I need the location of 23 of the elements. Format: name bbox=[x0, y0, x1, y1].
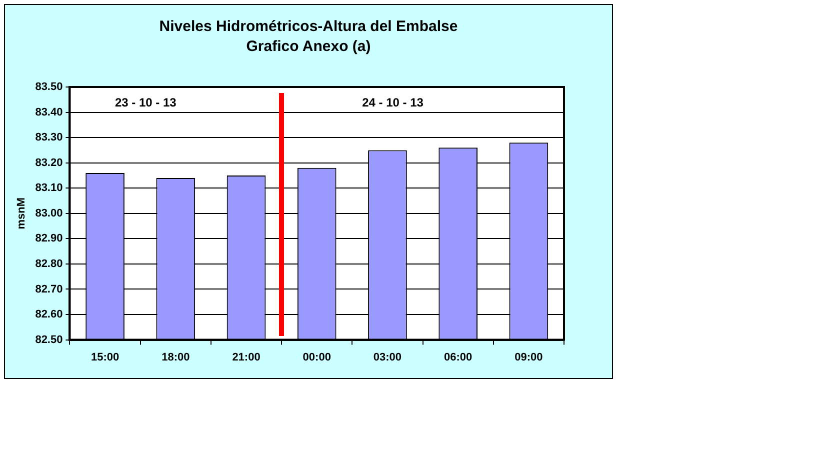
y-tick-label: 83.30 bbox=[35, 132, 63, 144]
y-tick-label: 83.00 bbox=[35, 207, 63, 220]
x-tick-label: 18:00 bbox=[162, 351, 190, 364]
y-tick-label: 83.50 bbox=[35, 81, 63, 94]
x-tick-label: 00:00 bbox=[302, 351, 331, 364]
y-tick-label: 82.90 bbox=[35, 232, 63, 245]
y-tick-label: 83.10 bbox=[35, 182, 63, 194]
y-tick-label: 83.20 bbox=[35, 156, 63, 169]
y-tick-label: 83.40 bbox=[35, 106, 63, 118]
y-tick-label: 82.80 bbox=[35, 258, 63, 270]
x-tick-label: 21:00 bbox=[232, 351, 260, 364]
x-tick-label: 03:00 bbox=[373, 351, 402, 364]
y-axis-title: msnM bbox=[16, 198, 28, 230]
y-tick-label: 82.60 bbox=[35, 308, 63, 321]
x-tick-label: 09:00 bbox=[514, 351, 543, 364]
y-tick-label: 82.70 bbox=[35, 283, 63, 296]
annotation: 24 - 10 - 13 bbox=[362, 95, 424, 110]
y-tick-label: 82.50 bbox=[35, 334, 63, 346]
annotation: 23 - 10 - 13 bbox=[114, 95, 177, 110]
chart-subtitle: Grafico Anexo (a) bbox=[245, 37, 372, 57]
x-tick-label: 15:00 bbox=[90, 351, 120, 364]
chart-title: Niveles Hidrométricos-Altura del Embalse bbox=[158, 17, 459, 37]
x-tick-label: 06:00 bbox=[444, 351, 472, 364]
